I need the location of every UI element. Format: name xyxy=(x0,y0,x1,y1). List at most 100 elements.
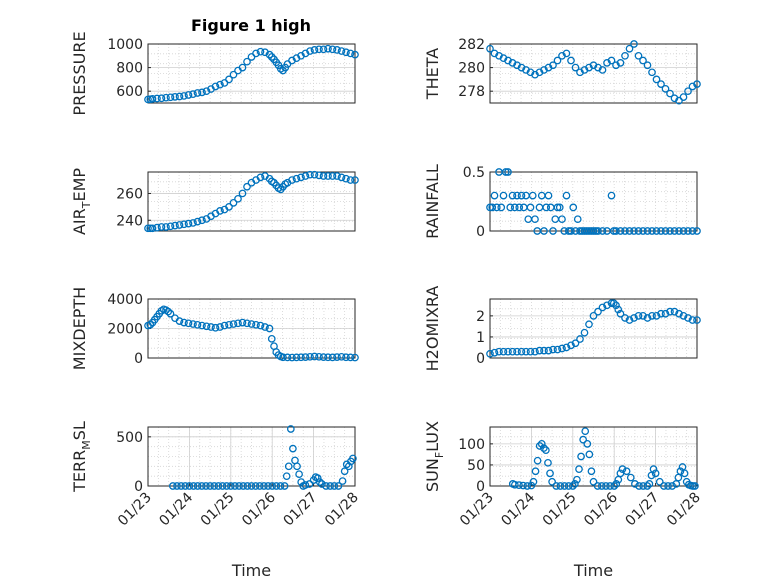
data-point xyxy=(216,80,224,89)
x-tick-label: 01/28 xyxy=(322,490,362,530)
data-point xyxy=(340,467,349,476)
data-point xyxy=(295,470,303,479)
data-point xyxy=(338,477,347,485)
x-tick-label: 01/23 xyxy=(457,490,497,530)
data-point xyxy=(175,92,184,101)
data-point xyxy=(351,353,359,362)
subplot-h2omixra: 0 1 2 H2OMIXRA xyxy=(423,286,701,372)
data-point xyxy=(171,93,179,101)
data-point xyxy=(546,203,555,212)
data-point xyxy=(222,482,231,490)
y-tick-label: 260 xyxy=(116,186,143,202)
x-tick-label: 01/24 xyxy=(156,489,196,529)
data-point xyxy=(535,203,544,212)
y-tick-label: 0 xyxy=(476,224,485,240)
data-point xyxy=(301,353,310,361)
data-point xyxy=(166,222,175,231)
axes-box xyxy=(147,426,356,487)
data-point xyxy=(526,203,535,212)
data-point xyxy=(207,323,215,331)
data-point xyxy=(661,309,670,318)
y-tick-label: 2 xyxy=(476,309,485,325)
data-point xyxy=(282,472,291,481)
data-point xyxy=(649,465,658,473)
data-point xyxy=(634,51,643,60)
data-point xyxy=(680,469,689,478)
data-point xyxy=(556,482,565,490)
data-point xyxy=(497,203,506,212)
data-point xyxy=(549,345,557,354)
y-axis-label-part: SUN xyxy=(423,458,442,492)
data-point xyxy=(310,170,319,179)
data-point xyxy=(144,224,152,233)
y-tick-label: 1000 xyxy=(107,37,143,53)
y-axis-label: THETA xyxy=(423,48,442,100)
data-point xyxy=(334,482,343,490)
data-point xyxy=(265,50,274,59)
data-point xyxy=(531,347,539,356)
data-point xyxy=(486,349,494,358)
data-point xyxy=(211,82,220,91)
y-axis-label: H2OMIXRA xyxy=(423,286,442,372)
data-point xyxy=(618,465,627,473)
data-point xyxy=(251,482,260,490)
data-point xyxy=(214,482,223,490)
data-point xyxy=(598,66,607,74)
data-point xyxy=(276,482,285,490)
data-point xyxy=(575,465,583,473)
axes-box xyxy=(489,298,698,359)
data-point xyxy=(189,482,198,490)
data-point xyxy=(202,482,210,490)
data-point xyxy=(562,49,571,58)
data-point xyxy=(553,56,562,65)
data-point xyxy=(313,474,322,482)
data-point xyxy=(567,341,575,350)
data-point xyxy=(679,312,688,320)
data-point xyxy=(293,462,301,471)
data-point xyxy=(256,321,265,330)
data-point xyxy=(225,203,233,211)
data-point xyxy=(652,312,661,320)
x-tick-label: 01/25 xyxy=(540,490,580,530)
data-point xyxy=(202,87,211,96)
data-point xyxy=(612,301,620,310)
data-point xyxy=(684,314,692,322)
data-point xyxy=(609,299,618,308)
x-tick-label: 01/26 xyxy=(239,489,279,529)
data-point xyxy=(310,46,319,54)
data-point xyxy=(184,319,193,328)
data-point xyxy=(544,191,553,200)
data-point xyxy=(573,215,582,224)
y-tick-label: 1 xyxy=(476,330,485,346)
data-point xyxy=(351,50,359,59)
data-point xyxy=(670,227,679,235)
data-point xyxy=(173,482,181,490)
data-point xyxy=(260,482,268,490)
data-point xyxy=(568,482,577,490)
data-point xyxy=(531,467,540,476)
data-point xyxy=(688,316,697,324)
x-axis-label: Time xyxy=(573,561,613,580)
data-point xyxy=(585,320,593,329)
data-point xyxy=(280,482,289,490)
data-point xyxy=(573,475,581,484)
data-point xyxy=(268,482,277,490)
data-point xyxy=(177,482,185,490)
data-point xyxy=(643,482,652,490)
data-point xyxy=(639,312,647,320)
data-point xyxy=(490,348,499,357)
data-point xyxy=(243,182,251,191)
data-point xyxy=(544,346,553,355)
data-point xyxy=(234,319,242,328)
data-point xyxy=(676,467,685,476)
data-point xyxy=(153,94,161,103)
data-point xyxy=(315,478,324,486)
data-point xyxy=(589,312,598,320)
data-point xyxy=(519,481,527,490)
data-point xyxy=(546,469,554,478)
data-point xyxy=(337,47,346,55)
data-point xyxy=(537,440,546,448)
data-point xyxy=(319,172,328,180)
axes-box xyxy=(489,171,698,232)
